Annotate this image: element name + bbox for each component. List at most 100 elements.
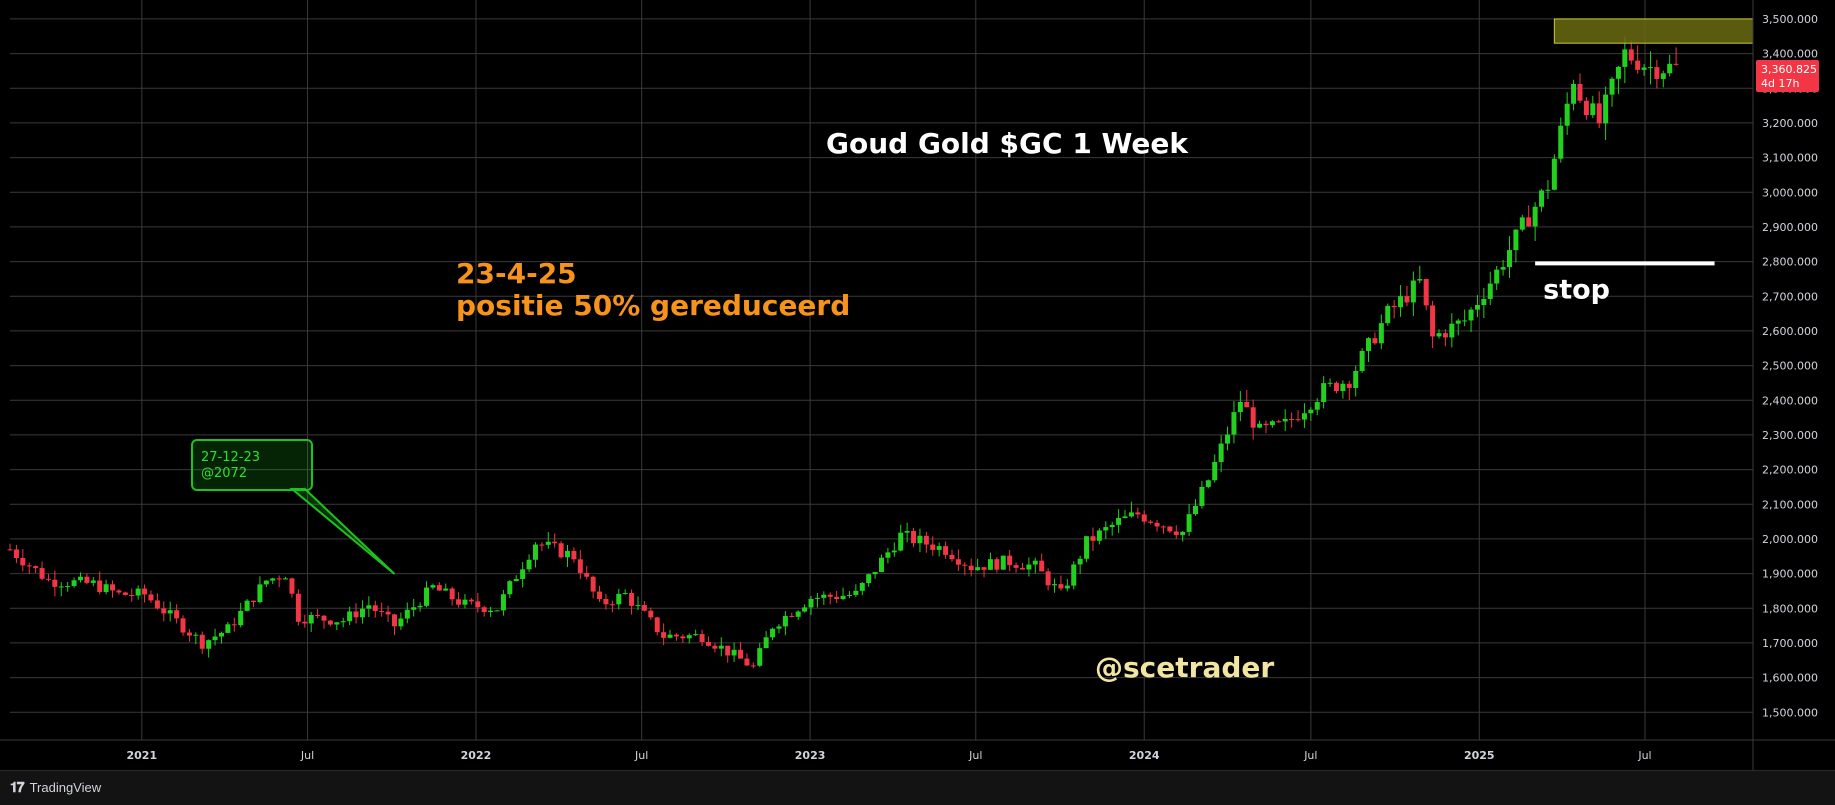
candle-body — [52, 579, 58, 587]
candle-body — [263, 580, 269, 585]
candle-body — [1269, 421, 1275, 426]
callout-box — [191, 439, 313, 491]
candle-body — [135, 588, 141, 596]
candle-body — [943, 546, 949, 555]
candle-body — [45, 578, 51, 580]
candle-body — [904, 530, 910, 533]
last-price-label: 3,360.825 4d 17h — [1756, 60, 1819, 92]
candle-body — [1250, 407, 1256, 428]
candle-body — [577, 559, 583, 573]
candle-body — [1558, 125, 1564, 159]
candle-body — [911, 530, 917, 544]
candle-body — [468, 599, 474, 602]
candle-body — [500, 594, 506, 611]
candle-body — [1481, 298, 1487, 305]
candle-body — [1007, 555, 1013, 566]
footer-bar: 𝟏𝟕 TradingView — [0, 770, 1835, 805]
candle-body — [949, 554, 955, 560]
candlestick-series — [7, 36, 1679, 669]
candle-body — [1064, 585, 1070, 589]
candle-body — [1013, 565, 1019, 568]
candle-body — [584, 572, 590, 577]
candle-body — [238, 610, 244, 626]
candle-body — [71, 580, 77, 587]
candle-body — [1436, 333, 1442, 337]
candle-body — [1647, 67, 1653, 69]
candle-body — [1404, 296, 1410, 303]
callout-price: @2072 — [201, 466, 247, 481]
tradingview-label: TradingView — [29, 780, 102, 795]
candle-body — [539, 544, 545, 546]
candle-body — [327, 620, 333, 625]
tradingview-brand[interactable]: 𝟏𝟕 TradingView — [10, 779, 101, 796]
candle-body — [1372, 338, 1378, 344]
callout[interactable]: 27-12-23 @2072 — [191, 439, 396, 575]
candle-body — [1474, 304, 1480, 310]
x-tick-label: Jul — [634, 749, 648, 762]
candle-body — [1609, 78, 1615, 95]
candle-body — [1526, 217, 1532, 227]
candle-body — [7, 549, 13, 551]
candle-body — [936, 546, 942, 550]
candle-body — [212, 636, 218, 641]
time-axis[interactable]: 2021 Jul 2022 Jul 2023 Jul 2024 Jul 2025 Jul — [127, 749, 1652, 762]
watermark: @scetrader — [1095, 651, 1274, 684]
candle-body — [1660, 73, 1666, 79]
candle-body — [898, 532, 904, 551]
y-tick-label: 2,400.000 — [1762, 394, 1818, 407]
candle-body — [65, 586, 71, 588]
candle-body — [814, 597, 820, 599]
candle-body — [417, 605, 423, 608]
candle-body — [1442, 333, 1448, 338]
candle-body — [757, 648, 763, 666]
candle-body — [1052, 584, 1058, 586]
candle-body — [616, 593, 622, 605]
x-tick-label: 2022 — [461, 749, 492, 762]
candle-body — [1596, 103, 1602, 124]
candle-body — [635, 605, 641, 607]
candle-body — [981, 567, 987, 570]
candle-body — [379, 611, 385, 613]
candle-body — [1327, 382, 1333, 384]
candle-body — [693, 634, 699, 636]
candle-body — [199, 634, 205, 649]
candle-body — [13, 549, 19, 559]
candle-body — [321, 615, 327, 621]
y-tick-label: 2,900.000 — [1762, 221, 1818, 234]
candle-body — [129, 595, 135, 597]
candle-body — [917, 535, 923, 544]
candle-body — [1366, 338, 1372, 351]
candle-body — [776, 626, 782, 629]
y-tick-label: 1,800.000 — [1762, 602, 1818, 615]
candle-body — [1353, 370, 1359, 388]
candle-body — [1346, 383, 1352, 388]
last-price-value: 3,360.825 — [1761, 63, 1817, 76]
candle-body — [609, 604, 615, 606]
candle-body — [1039, 560, 1045, 572]
price-chart[interactable]: stop Goud Gold $GC 1 Week 23-4-25 positi… — [0, 0, 1835, 770]
candle-body — [1276, 421, 1282, 423]
candle-body — [1071, 564, 1077, 586]
candle-body — [808, 598, 814, 608]
candle-body — [142, 588, 148, 595]
x-tick-label: 2023 — [795, 749, 826, 762]
candle-body — [545, 541, 551, 545]
candle-body — [1308, 409, 1314, 414]
candle-body — [1500, 267, 1506, 270]
candle-body — [58, 586, 64, 588]
candle-body — [283, 578, 289, 580]
last-price-badge — [1756, 60, 1819, 92]
candle-body — [1160, 526, 1166, 528]
candle-body — [1628, 49, 1634, 61]
candle-body — [1494, 269, 1500, 284]
candle-body — [84, 576, 90, 583]
candle-body — [1148, 521, 1154, 523]
price-axis[interactable]: 1,500.000 1,600.000 1,700.000 1,800.000 1,90… — [1762, 13, 1818, 719]
candle-body — [1654, 67, 1660, 79]
candle-body — [1225, 434, 1231, 444]
candle-body — [385, 611, 391, 615]
candle-body — [1430, 305, 1436, 337]
candle-body — [827, 594, 833, 597]
candle-body — [1237, 401, 1243, 413]
candle-body — [513, 578, 519, 582]
